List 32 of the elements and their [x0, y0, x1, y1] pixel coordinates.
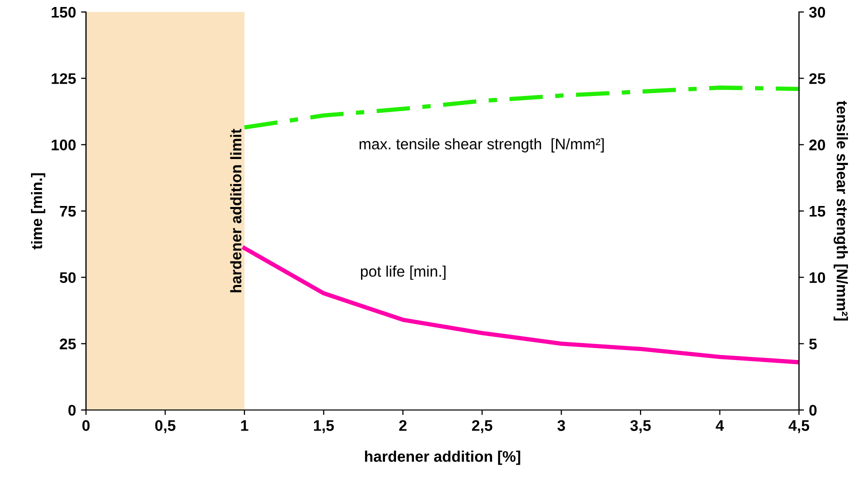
x-tick-label: 0 — [82, 420, 90, 431]
y-tick-label: 75 — [60, 206, 76, 217]
band-label: hardener addition limit — [230, 128, 242, 292]
y2-tick-label: 25 — [809, 73, 826, 84]
x-tick-label: 1 — [241, 420, 248, 431]
annotation: max. tensile shear strength [N/mm²] — [360, 138, 604, 152]
x-tick-label: 3 — [557, 420, 566, 431]
annotation: pot life [min.] — [360, 266, 446, 280]
y2-tick-label: 20 — [809, 140, 826, 150]
y-tick-label: 50 — [60, 272, 76, 284]
x-tick-label: 2,5 — [472, 420, 492, 434]
y2-tick-label: 15 — [810, 206, 826, 217]
y-tick-label: 100 — [52, 140, 76, 150]
y2-tick-label: 10 — [810, 272, 826, 284]
y2-tick-label: 5 — [809, 338, 817, 350]
x-tick-label: 0,5 — [155, 420, 176, 434]
y2-tick-label: 0 — [809, 404, 817, 416]
line-series — [242, 246, 799, 364]
x-tick-label: 2 — [399, 420, 407, 431]
y-tick-label: 125 — [52, 73, 76, 84]
x-tick-label: 3,5 — [630, 420, 651, 434]
x-axis-title: hardener addition [%] — [365, 450, 520, 465]
x-tick-label: 4 — [716, 420, 724, 431]
y-tick-label: 25 — [60, 338, 76, 350]
y2-tick-label: 30 — [809, 6, 826, 18]
x-tick-label: 4,5 — [788, 420, 810, 434]
y-axis-title: time [min.] — [30, 173, 46, 250]
y-tick-label: 150 — [52, 6, 76, 18]
line-series — [242, 86, 799, 130]
y2-axis-title: tensile shear strength [N/mm²] — [834, 100, 848, 321]
x-tick-label: 1,5 — [314, 420, 334, 434]
y-tick-label: 0 — [68, 404, 76, 416]
